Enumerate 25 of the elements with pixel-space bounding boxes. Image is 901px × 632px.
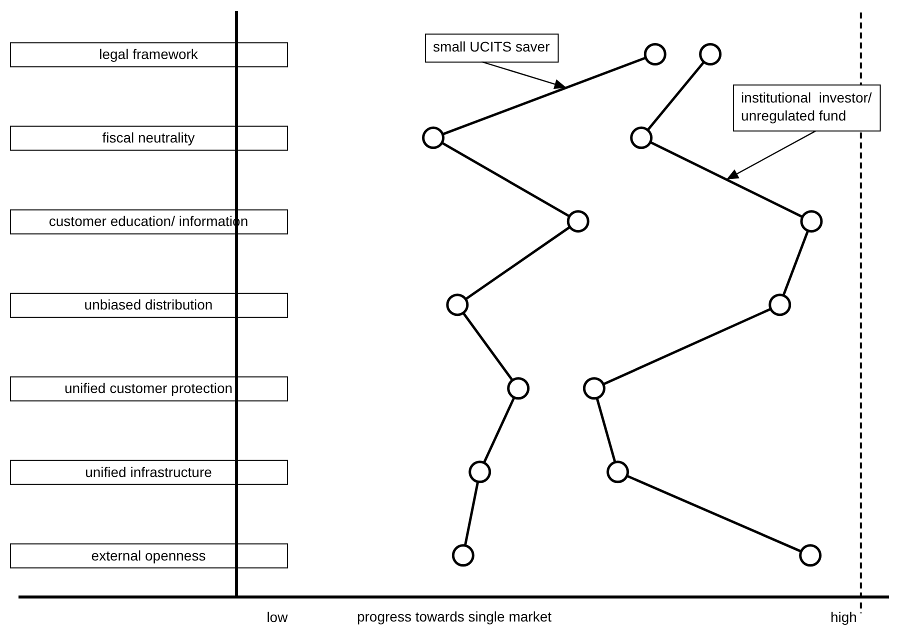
point [452,544,474,567]
point [699,43,722,66]
ref-line-label: high [830,609,857,626]
y-tick-label: unified infrastructure [85,464,212,480]
text: small UCITS saver [433,38,550,55]
y-tick-label: fiscal neutrality [102,130,195,146]
point [422,126,445,150]
point [582,377,606,400]
text: low [266,609,289,626]
point [800,210,823,233]
point [630,126,653,150]
point [644,43,666,66]
y-tick-label: unbiased distribution [84,296,213,313]
y-tick-label: unified customer protection [64,380,233,396]
point [507,377,530,400]
point [468,460,492,484]
y-tick-label: external openness [91,547,206,564]
point [799,544,822,567]
text: institutional investor/ unregulated fund [741,89,872,124]
point [606,460,630,484]
y-tick-label: legal framework [99,46,199,62]
point [446,294,469,316]
point [566,210,590,233]
point [768,294,792,316]
x-axis-title: progress towards single market [356,608,552,624]
